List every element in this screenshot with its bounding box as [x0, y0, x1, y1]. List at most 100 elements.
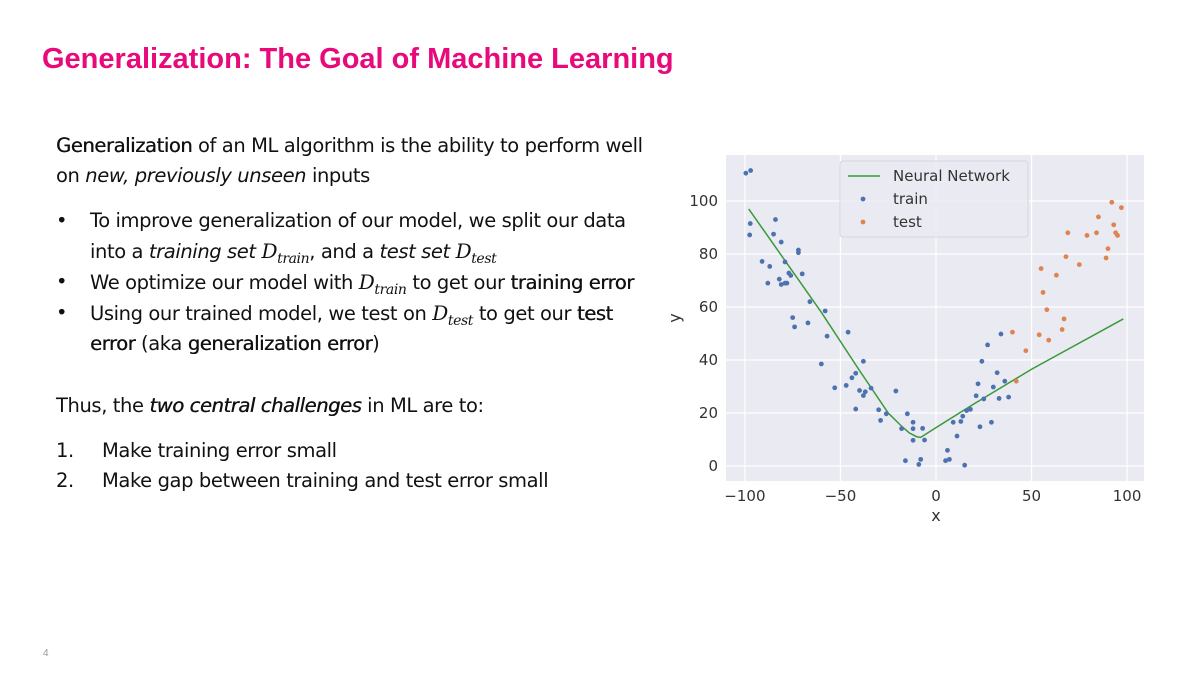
- train-point: [922, 437, 927, 443]
- intro-text: of an ML algorithm is the ability to per…: [56, 134, 643, 187]
- test-point: [1094, 230, 1099, 236]
- challenge-text: Make gap between training and test error…: [102, 469, 549, 492]
- legend-label: Neural Network: [893, 167, 1010, 185]
- bullet-text: to get our: [406, 271, 511, 294]
- train-point: [788, 273, 794, 278]
- train-point: [860, 393, 866, 398]
- train-point: [845, 329, 851, 335]
- bullet-bold: generalization error: [187, 332, 373, 355]
- challenge-text: Make training error small: [102, 439, 337, 462]
- train-point: [960, 413, 966, 419]
- train-point: [824, 333, 830, 339]
- train-point: [759, 259, 765, 264]
- x-tick-label: 0: [931, 487, 941, 505]
- train-point: [967, 406, 973, 412]
- x-axis-label: x: [931, 506, 940, 525]
- train-point: [748, 168, 754, 173]
- x-tick-label: −100: [724, 487, 765, 505]
- train-point: [778, 282, 784, 287]
- x-tick-label: 100: [1113, 487, 1142, 505]
- test-point: [1111, 222, 1117, 228]
- test-point: [1109, 199, 1115, 205]
- challenge-item: 2. Make gap between training and test err…: [56, 466, 656, 496]
- bullet-text: We optimize our model with: [90, 271, 359, 294]
- train-point: [776, 276, 782, 282]
- train-point: [950, 419, 956, 425]
- train-point: [985, 342, 990, 348]
- thus-emphasis: two central challenges: [149, 394, 362, 417]
- math-d-train: Dtrain: [358, 270, 407, 298]
- train-point: [962, 462, 968, 468]
- train-point: [964, 408, 969, 414]
- train-point: [743, 170, 749, 176]
- test-point: [1065, 230, 1071, 236]
- train-point: [878, 418, 883, 423]
- train-point: [747, 221, 753, 226]
- train-point: [818, 361, 824, 367]
- train-point: [899, 426, 905, 432]
- y-tick-label: 80: [699, 245, 718, 263]
- y-tick-label: 40: [699, 351, 718, 369]
- train-point: [910, 426, 916, 432]
- train-point: [981, 396, 987, 402]
- bullet-italic: training set: [148, 240, 262, 263]
- thus-text-end: in ML are to:: [361, 394, 484, 417]
- train-point: [807, 299, 813, 305]
- bullet-item-split: To improve generalization of our model, …: [56, 206, 656, 267]
- train-point: [853, 406, 859, 412]
- bullet-text: (aka: [135, 332, 188, 355]
- legend-label: train: [893, 190, 928, 208]
- test-point: [1118, 205, 1124, 211]
- train-point: [954, 433, 960, 439]
- test-point: [1084, 233, 1090, 238]
- train-point: [843, 383, 849, 388]
- page-number: 4: [43, 648, 49, 659]
- train-point: [910, 419, 916, 425]
- train-point: [784, 280, 790, 286]
- bullet-text: ): [372, 332, 380, 355]
- y-tick-label: 100: [689, 192, 718, 210]
- y-tick-label: 20: [699, 404, 718, 422]
- train-point: [990, 384, 996, 390]
- math-d-test: Dtest: [432, 301, 474, 329]
- train-point: [876, 407, 882, 413]
- train-point: [943, 458, 948, 464]
- train-point: [747, 232, 753, 238]
- bullet-item-test: Using our trained model, we test on Dtes…: [56, 298, 656, 359]
- train-point: [883, 411, 889, 417]
- train-point: [918, 456, 924, 462]
- challenge-item: 1. Make training error small: [56, 436, 656, 466]
- challenge-number: 1.: [56, 439, 74, 462]
- scatter-chart: −100 −50 0 50 100 0 20 40 60 80 100 x y Neural Networ…: [660, 150, 1180, 545]
- test-point: [1061, 316, 1067, 322]
- legend-dot-icon: [860, 219, 866, 225]
- train-point: [782, 259, 788, 265]
- intro-italic: new, previously unseen: [85, 164, 307, 187]
- train-point: [799, 271, 805, 277]
- train-point: [973, 393, 979, 399]
- train-point: [893, 388, 899, 394]
- train-point: [790, 315, 796, 320]
- train-point: [771, 231, 776, 237]
- train-point: [792, 324, 797, 330]
- legend-label: test: [893, 213, 922, 231]
- train-point: [958, 419, 964, 424]
- test-point: [1063, 254, 1069, 260]
- legend: [839, 160, 1029, 238]
- train-point: [920, 425, 926, 431]
- train-point: [868, 385, 874, 391]
- train-point: [832, 385, 838, 391]
- y-axis-label: y: [665, 313, 684, 322]
- math-d-test: Dtest: [455, 239, 497, 267]
- train-point: [989, 419, 994, 425]
- train-point: [910, 437, 916, 443]
- train-point: [998, 331, 1004, 337]
- thus-paragraph: Thus, the two central challenges in ML a…: [56, 391, 656, 421]
- train-point: [796, 250, 801, 256]
- bullet-text: To improve generalization of our model, …: [90, 209, 626, 263]
- train-point: [916, 462, 922, 467]
- train-point: [849, 375, 855, 381]
- train-point: [765, 280, 771, 286]
- test-point: [1053, 272, 1059, 278]
- intro-text-end: inputs: [306, 164, 370, 187]
